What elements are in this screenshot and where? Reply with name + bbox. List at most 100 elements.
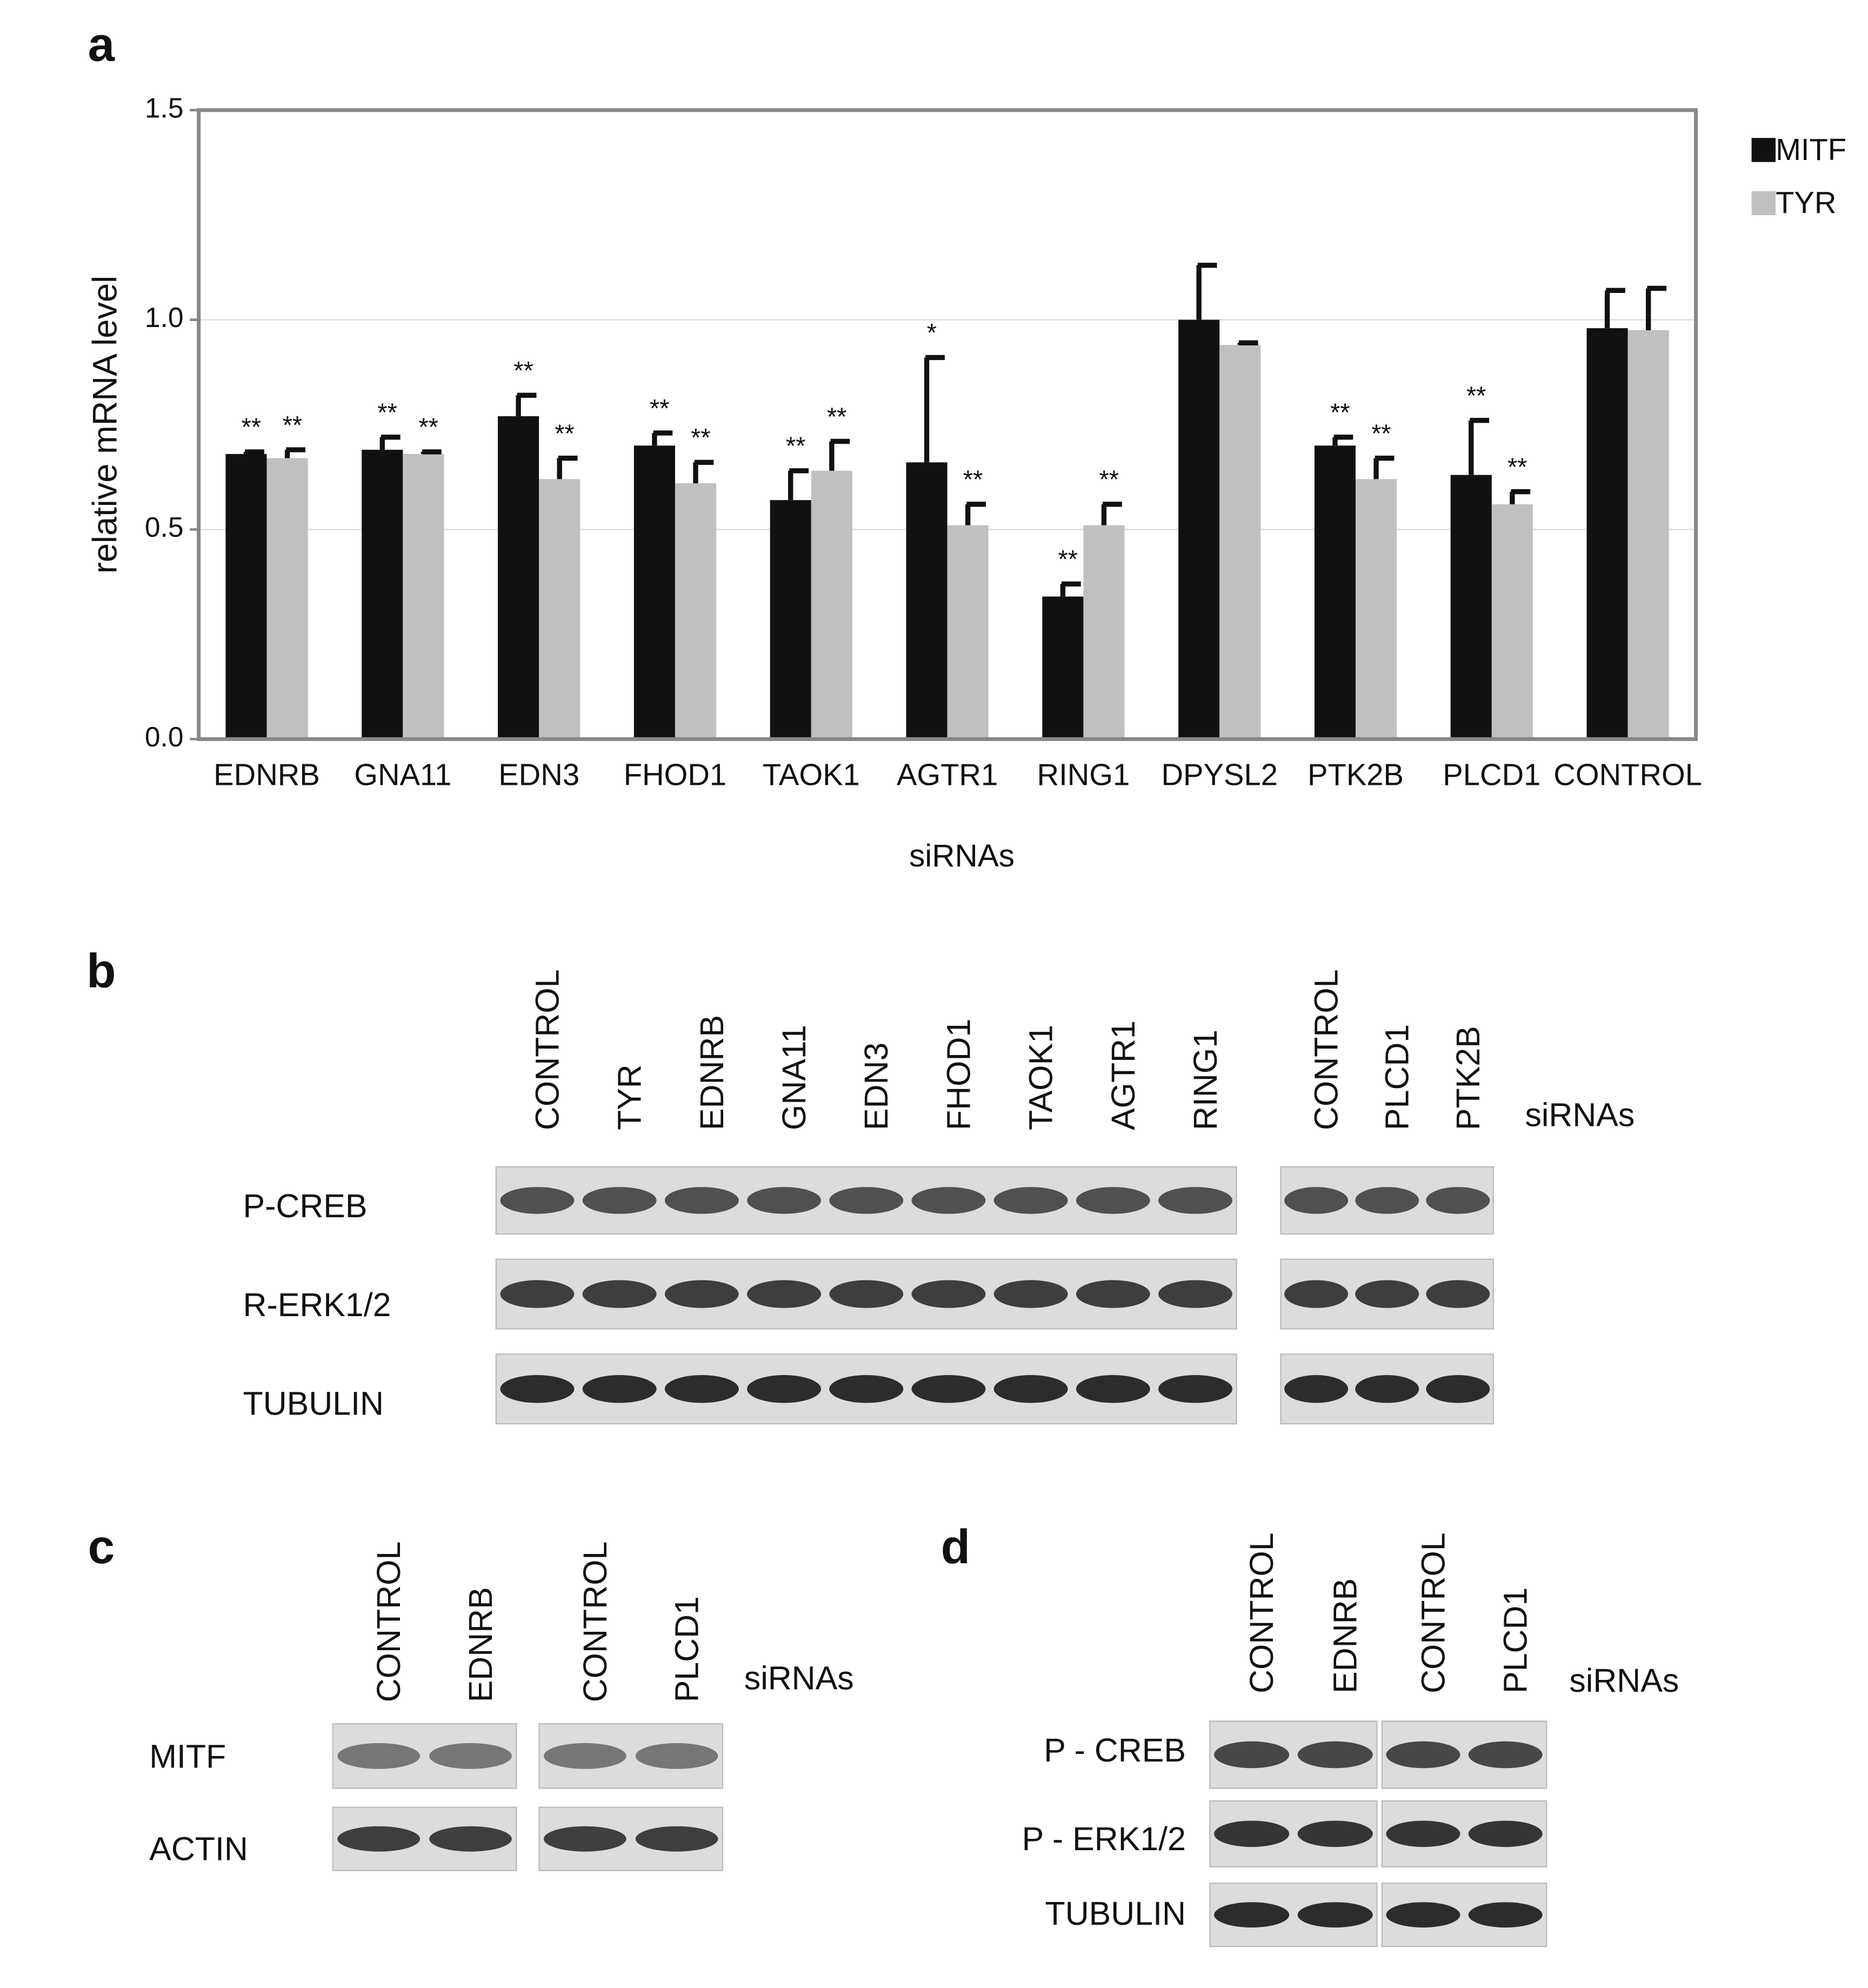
lane-suffix: siRNAs — [744, 1660, 854, 1697]
blot-band — [1076, 1280, 1150, 1308]
significance-label: ** — [1099, 465, 1119, 493]
bar — [498, 416, 539, 739]
bar — [906, 462, 948, 739]
row-label: P-CREB — [243, 1188, 368, 1224]
significance-label: * — [927, 319, 937, 347]
error-bar — [1469, 418, 1490, 475]
blot-band — [337, 1826, 421, 1852]
lane-label: EDNRB — [1327, 1578, 1364, 1693]
blot-band — [1426, 1187, 1490, 1214]
blot-band — [1468, 1741, 1543, 1769]
blot-band — [429, 1826, 512, 1852]
x-axis-label: siRNAs — [909, 838, 1015, 873]
lane-label: AGTR1 — [1105, 1020, 1142, 1130]
y-tick-label: 0.0 — [145, 721, 184, 752]
x-tick-label: AGTR1 — [897, 758, 998, 792]
blot-band — [1355, 1280, 1419, 1308]
legend-label: MITF — [1776, 132, 1846, 166]
bar — [225, 453, 267, 739]
x-tick-label: EDN3 — [498, 758, 579, 792]
row-label: MITF — [149, 1738, 226, 1775]
significance-label: ** — [283, 411, 302, 439]
blot-band — [993, 1280, 1068, 1308]
blot-band — [664, 1375, 739, 1403]
panel-label: b — [86, 943, 116, 997]
legend-swatch — [1751, 191, 1776, 216]
y-tick-label: 1.0 — [145, 302, 184, 333]
blot-band — [635, 1826, 718, 1852]
blot-band — [1284, 1280, 1349, 1308]
bar — [1219, 345, 1261, 739]
blot-band — [1386, 1902, 1460, 1928]
blot-band — [1386, 1820, 1460, 1847]
significance-label: ** — [691, 424, 710, 452]
blot-band — [429, 1743, 512, 1769]
bar — [1586, 328, 1628, 739]
error-bar — [965, 502, 986, 525]
significance-label: ** — [1466, 382, 1486, 410]
lane-label: CONTROL — [1308, 969, 1345, 1130]
blot-band — [543, 1826, 626, 1852]
significance-label: ** — [963, 465, 983, 493]
bar — [539, 479, 581, 739]
lane-label: EDN3 — [858, 1043, 895, 1130]
x-tick-label: TAOK1 — [763, 758, 860, 792]
significance-label: ** — [1507, 453, 1527, 481]
error-bar — [829, 438, 850, 471]
error-bar — [1060, 581, 1081, 597]
bar — [403, 453, 444, 739]
blot-band — [911, 1187, 986, 1214]
x-tick-label: PLCD1 — [1443, 758, 1540, 792]
blot-band — [1214, 1820, 1290, 1847]
blot-band — [1297, 1902, 1373, 1928]
row-label: R-ERK1/2 — [243, 1286, 391, 1323]
significance-label: ** — [1058, 545, 1077, 573]
significance-label: ** — [242, 413, 261, 441]
lane-label: PLCD1 — [1497, 1587, 1534, 1693]
lane-label: EDNRB — [462, 1587, 499, 1702]
error-bar — [1510, 489, 1531, 504]
blot-band — [829, 1280, 904, 1308]
bar — [770, 500, 811, 739]
x-tick-label: FHOD1 — [624, 758, 726, 792]
error-bar — [1332, 435, 1353, 446]
bar — [1450, 475, 1492, 739]
blot-band — [500, 1187, 575, 1214]
error-bar — [516, 392, 537, 417]
bar — [266, 458, 308, 739]
bar — [362, 450, 403, 739]
blot-band — [993, 1187, 1068, 1214]
blot-band — [1386, 1741, 1460, 1769]
bar — [1178, 319, 1220, 739]
blot-band — [747, 1280, 822, 1308]
blot-band — [911, 1375, 986, 1403]
blot-band — [1214, 1741, 1290, 1769]
error-bar — [1196, 263, 1217, 320]
significance-label: ** — [377, 398, 397, 426]
blot-band — [1284, 1187, 1349, 1214]
significance-label: ** — [513, 356, 533, 384]
lane-label: TYR — [611, 1064, 648, 1130]
significance-label: ** — [650, 394, 669, 422]
x-tick-label: RING1 — [1037, 758, 1130, 792]
blot-band — [664, 1280, 739, 1308]
blot-band — [543, 1743, 626, 1769]
error-bar — [1237, 340, 1258, 345]
error-bar — [788, 468, 809, 501]
blot-band — [1297, 1741, 1373, 1769]
error-bar — [421, 449, 442, 455]
blot-band — [1297, 1820, 1373, 1847]
lane-label: CONTROL — [577, 1542, 613, 1703]
error-bar — [652, 430, 673, 446]
x-tick-label: DPYSL2 — [1161, 758, 1278, 792]
significance-label: ** — [786, 432, 805, 460]
blot-band — [1468, 1902, 1543, 1928]
error-bar — [1646, 285, 1667, 331]
blot-band — [829, 1375, 904, 1403]
lane-label: GNA11 — [776, 1025, 812, 1130]
blot-band — [1158, 1375, 1232, 1403]
lane-label: CONTROL — [529, 969, 565, 1130]
blot-band — [1355, 1375, 1419, 1403]
